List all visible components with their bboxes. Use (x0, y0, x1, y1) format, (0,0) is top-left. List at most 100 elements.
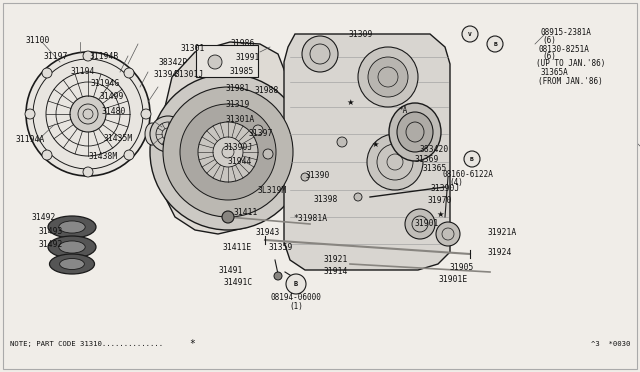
Circle shape (337, 137, 347, 147)
Ellipse shape (226, 125, 238, 143)
Circle shape (302, 36, 338, 72)
Ellipse shape (161, 123, 175, 145)
Text: 31398: 31398 (314, 195, 338, 203)
Text: V: V (468, 32, 472, 36)
Text: 08194-06000: 08194-06000 (271, 292, 321, 301)
Circle shape (286, 274, 306, 294)
Text: ★: ★ (371, 140, 379, 148)
Circle shape (163, 87, 293, 217)
Circle shape (124, 150, 134, 160)
Ellipse shape (60, 259, 84, 269)
Circle shape (83, 51, 93, 61)
Text: 31194G: 31194G (91, 79, 120, 88)
Ellipse shape (59, 221, 85, 233)
Circle shape (295, 277, 305, 287)
Text: 31365: 31365 (422, 164, 447, 173)
Ellipse shape (49, 254, 95, 274)
FancyBboxPatch shape (196, 45, 258, 77)
Text: 31988: 31988 (255, 86, 279, 94)
Circle shape (198, 122, 258, 182)
Text: 31492: 31492 (38, 240, 63, 249)
Circle shape (213, 137, 243, 167)
Text: (FROM JAN.'86): (FROM JAN.'86) (538, 77, 602, 86)
Text: 31944: 31944 (227, 157, 252, 166)
Ellipse shape (59, 241, 85, 253)
Text: *31981A: *31981A (293, 214, 327, 223)
Text: B: B (294, 281, 298, 287)
Ellipse shape (179, 125, 191, 143)
Text: (6): (6) (543, 36, 557, 45)
Text: NOTE; PART CODE 31310..............: NOTE; PART CODE 31310.............. (10, 341, 163, 347)
Text: 3L319M: 3L319M (257, 186, 287, 195)
Text: 31197: 31197 (44, 52, 68, 61)
Text: 31390: 31390 (306, 171, 330, 180)
Text: ^3  *0030: ^3 *0030 (591, 341, 630, 347)
Circle shape (263, 149, 273, 159)
Circle shape (462, 26, 478, 42)
Text: 31438M: 31438M (88, 152, 118, 161)
Polygon shape (284, 34, 450, 270)
Text: 31901: 31901 (415, 219, 439, 228)
Text: 383420: 383420 (419, 145, 449, 154)
Text: *A: *A (398, 106, 407, 115)
Text: 31914: 31914 (323, 267, 348, 276)
Text: 31390J: 31390J (430, 185, 460, 193)
Ellipse shape (397, 112, 433, 152)
Text: 31970: 31970 (428, 196, 452, 205)
Text: 31921A: 31921A (488, 228, 517, 237)
Text: 08130-8251A: 08130-8251A (539, 45, 589, 54)
Text: 31924: 31924 (488, 248, 512, 257)
Text: 31901E: 31901E (438, 275, 468, 284)
Text: ★: ★ (346, 97, 354, 106)
Text: 31435M: 31435M (104, 134, 133, 143)
Text: 31390J: 31390J (224, 143, 253, 152)
Ellipse shape (194, 125, 206, 143)
Text: 08915-2381A: 08915-2381A (541, 28, 591, 37)
Text: 31985: 31985 (229, 67, 253, 76)
Text: 31499: 31499 (99, 92, 124, 101)
Circle shape (367, 134, 423, 190)
Circle shape (301, 173, 309, 181)
Text: 31369: 31369 (415, 155, 439, 164)
Circle shape (253, 125, 263, 135)
Text: 31194B: 31194B (90, 52, 119, 61)
Circle shape (150, 116, 186, 152)
Text: 08160-6122A: 08160-6122A (443, 170, 493, 179)
Circle shape (405, 209, 435, 239)
Circle shape (25, 109, 35, 119)
Text: 31943: 31943 (256, 228, 280, 237)
Circle shape (141, 109, 151, 119)
Text: 31359: 31359 (269, 243, 293, 252)
Text: 31491C: 31491C (224, 278, 253, 287)
Circle shape (70, 96, 106, 132)
Circle shape (180, 104, 276, 200)
Text: B: B (493, 42, 497, 46)
Text: 31991: 31991 (236, 53, 260, 62)
Text: 31492: 31492 (32, 213, 56, 222)
Text: 31411E: 31411E (223, 243, 252, 252)
Text: 31301A: 31301A (225, 115, 255, 124)
Text: (4): (4) (449, 178, 463, 187)
Ellipse shape (209, 125, 221, 143)
Text: 31411: 31411 (234, 208, 258, 217)
Text: 31491: 31491 (219, 266, 243, 275)
Text: 31319: 31319 (225, 100, 250, 109)
Text: 31397: 31397 (248, 129, 273, 138)
Text: B: B (470, 157, 474, 161)
Circle shape (83, 167, 93, 177)
Circle shape (26, 52, 150, 176)
Circle shape (354, 193, 362, 201)
Circle shape (487, 36, 503, 52)
Circle shape (274, 272, 282, 280)
Text: (UP TO JAN.'86): (UP TO JAN.'86) (536, 60, 605, 68)
Text: 31309: 31309 (349, 30, 373, 39)
Circle shape (222, 211, 234, 223)
Text: 31981: 31981 (225, 84, 250, 93)
Ellipse shape (145, 123, 159, 145)
Text: ★: ★ (436, 209, 444, 218)
Circle shape (464, 151, 480, 167)
Circle shape (358, 47, 418, 107)
Text: (6): (6) (543, 52, 557, 61)
Text: 31921: 31921 (323, 255, 348, 264)
Text: 31480: 31480 (101, 107, 125, 116)
